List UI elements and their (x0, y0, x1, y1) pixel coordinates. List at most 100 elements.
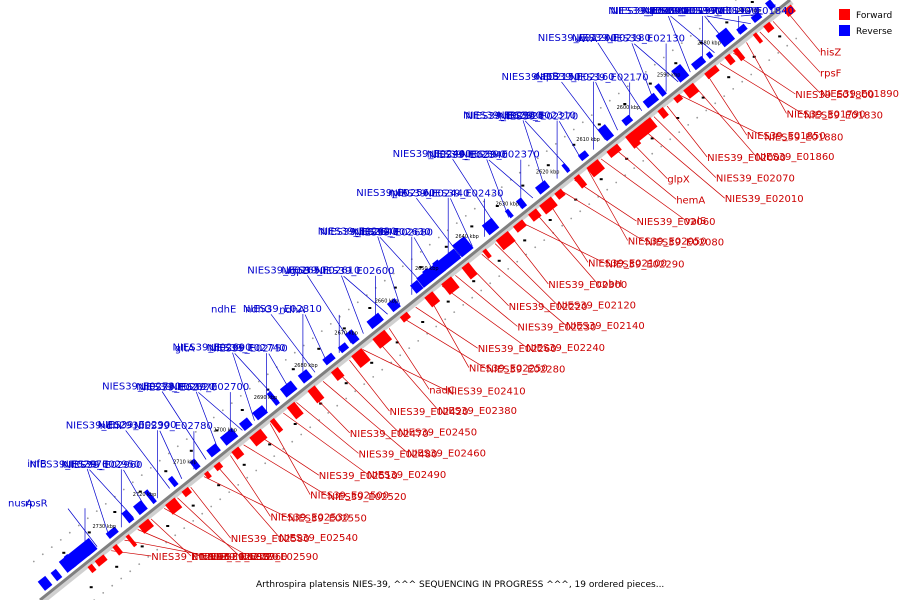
forward-gene-label: NIES39_E02000 (707, 153, 786, 164)
forward-callout (666, 105, 708, 158)
reverse-gene-label: NIES39_E02310 (497, 111, 576, 122)
reverse-gene-label: NIES39_E02560 (356, 188, 435, 199)
tick-mark (650, 137, 654, 140)
tick-mark (87, 531, 91, 534)
forward-callout (362, 349, 447, 391)
scale-label: 2580 kbp (697, 40, 721, 46)
forward-callout (256, 433, 319, 476)
forward-callout (455, 275, 518, 327)
reverse-gene-label: dapB (533, 72, 559, 83)
forward-callout (283, 412, 368, 475)
track-dot (212, 416, 215, 419)
reverse-gene (337, 342, 350, 354)
track-dot (471, 296, 474, 299)
tick-mark (727, 76, 731, 79)
forward-gene-label: NIES39_E02410 (447, 387, 526, 398)
track-dot (363, 383, 366, 385)
reverse-gene-label: NIES39_E02780 (134, 421, 213, 432)
reverse-gene (58, 537, 98, 573)
reverse-callout (159, 430, 183, 479)
tick-mark (446, 300, 450, 303)
forward-callout (640, 126, 725, 199)
track-dot (617, 92, 620, 95)
reverse-gene-label: nusA (8, 499, 33, 510)
track-dot (86, 517, 89, 520)
track-dot (201, 512, 204, 515)
reverse-gene-label: NIES39_E02970 (29, 460, 108, 471)
track-dot (705, 109, 708, 112)
backbone-line (39, 0, 791, 600)
reverse-gene (705, 51, 714, 59)
tick-mark (164, 470, 168, 473)
track-dot (302, 344, 305, 347)
reverse-callout (416, 197, 461, 257)
track-dot (714, 102, 717, 105)
reverse-callout (486, 159, 510, 218)
reverse-callout (304, 314, 328, 363)
forward-callout (137, 529, 200, 557)
track-dot (534, 246, 537, 249)
forward-gene-label: NIES39_E02760 (209, 552, 288, 563)
track-dot (734, 0, 737, 1)
reverse-gene-label: NIES39_E01920 (679, 6, 758, 17)
tick-mark (368, 307, 372, 309)
track-dot (174, 534, 177, 537)
reverse-callout (195, 391, 219, 450)
reverse-gene-label: NIES39_E01970 (645, 6, 724, 17)
forward-gene-label: NIES39_E02490 (367, 470, 446, 481)
reverse-gene-label: NIES39_E02320 (465, 111, 544, 122)
reverse-gene (189, 458, 201, 471)
track-dot (732, 88, 735, 90)
reverse-gene (143, 489, 157, 505)
reverse-gene-label: NIES39_E02370 (461, 150, 540, 161)
forward-callout (322, 381, 408, 453)
tick-mark (113, 511, 117, 513)
track-dot (588, 203, 591, 206)
reverse-gene (452, 236, 474, 258)
tick-mark (342, 327, 346, 330)
reverse-callout (161, 391, 207, 460)
forward-gene-label: NIES39_E01860 (756, 152, 835, 163)
track-dot (183, 527, 186, 529)
track-dot (392, 272, 395, 275)
forward-gene-label: NIES39_E01830 (804, 111, 883, 122)
track-dot (435, 325, 438, 328)
track-dot (336, 404, 339, 407)
tick-mark (523, 239, 527, 242)
track-dot (68, 531, 71, 534)
forward-callout (600, 158, 686, 221)
reverse-gene (597, 124, 615, 142)
track-dot (311, 337, 314, 340)
track-dot (500, 186, 503, 189)
forward-gene-label: NIES39_E01790 (787, 109, 866, 120)
track-dot (408, 347, 411, 349)
scale-labels: 2570 kbp 2580 kbp 2590 kbp 2600 kbp 2610 kbp… (93, 8, 762, 530)
reverse-gene (105, 526, 119, 539)
forward-gene-label: valS (685, 216, 706, 227)
track-dot (192, 520, 195, 522)
track-dot (320, 330, 323, 332)
track-dot (185, 438, 188, 440)
forward-gene (307, 385, 325, 404)
forward-gene-label: NIES39_E02230 (517, 322, 596, 333)
track-dot (498, 275, 501, 277)
reverse-callout (86, 468, 110, 538)
track-dot (606, 188, 609, 191)
forward-gene (586, 159, 605, 178)
forward-callout (574, 179, 637, 222)
forward-gene (204, 470, 212, 480)
track-dot (41, 553, 44, 556)
tick-mark (140, 545, 144, 548)
tick-mark (319, 402, 323, 405)
forward-gene-label: NIES39_E02550 (288, 514, 367, 525)
forward-gene-label: cobH (597, 279, 622, 290)
reverse-gene-label: gltA (175, 343, 195, 354)
reverse-gene-label: NIES39_E02680 (354, 228, 433, 239)
reverse-gene (366, 312, 384, 330)
scale-label: 2720 kbp (133, 492, 157, 498)
track-dot (444, 318, 447, 321)
tick-mark (778, 35, 782, 38)
track-dot (356, 301, 359, 304)
reverse-gene (50, 568, 63, 582)
legend-forward-swatch (839, 9, 850, 20)
